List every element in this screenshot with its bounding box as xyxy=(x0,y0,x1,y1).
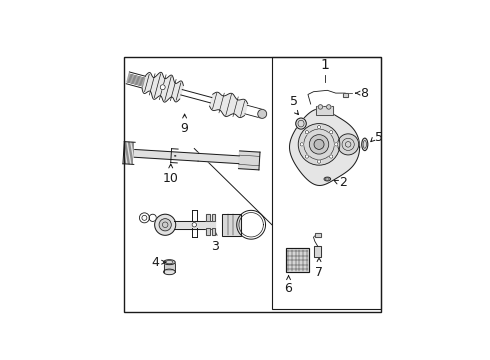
Circle shape xyxy=(338,134,359,155)
Circle shape xyxy=(305,155,309,158)
Bar xyxy=(272,57,381,309)
Ellipse shape xyxy=(258,109,267,118)
Ellipse shape xyxy=(362,138,368,150)
Bar xyxy=(212,214,216,221)
Circle shape xyxy=(298,123,340,165)
Bar xyxy=(316,105,333,115)
Circle shape xyxy=(318,105,322,109)
Bar xyxy=(343,93,347,97)
Circle shape xyxy=(318,126,320,129)
Text: 6: 6 xyxy=(285,283,293,296)
Ellipse shape xyxy=(296,118,306,129)
Circle shape xyxy=(159,219,171,231)
Circle shape xyxy=(330,155,333,158)
Polygon shape xyxy=(210,92,247,118)
Ellipse shape xyxy=(160,85,165,90)
Bar xyxy=(206,228,210,235)
Polygon shape xyxy=(198,153,239,164)
Bar xyxy=(316,233,321,237)
Text: 10: 10 xyxy=(163,172,179,185)
Bar xyxy=(316,105,333,115)
Circle shape xyxy=(300,143,303,146)
Polygon shape xyxy=(134,149,198,161)
Text: 8: 8 xyxy=(361,87,368,100)
Bar xyxy=(343,93,347,97)
Polygon shape xyxy=(239,151,260,170)
Circle shape xyxy=(309,135,329,154)
Bar xyxy=(212,214,216,221)
Circle shape xyxy=(330,131,333,134)
Bar xyxy=(314,246,321,257)
Bar xyxy=(286,248,309,272)
Polygon shape xyxy=(290,109,360,185)
Ellipse shape xyxy=(164,260,175,265)
Bar xyxy=(222,214,242,236)
Bar xyxy=(316,233,321,237)
Text: 5: 5 xyxy=(290,95,298,108)
Bar xyxy=(206,214,210,221)
Ellipse shape xyxy=(164,269,175,275)
Bar xyxy=(206,214,210,221)
Circle shape xyxy=(318,160,320,163)
Circle shape xyxy=(155,214,176,235)
Text: 2: 2 xyxy=(339,176,347,189)
Circle shape xyxy=(335,143,338,146)
Bar xyxy=(212,228,216,235)
Bar xyxy=(212,228,216,235)
Text: 5: 5 xyxy=(375,131,383,144)
Bar xyxy=(222,214,242,236)
Text: 4: 4 xyxy=(152,256,160,269)
Ellipse shape xyxy=(324,177,331,181)
Circle shape xyxy=(314,139,324,149)
Circle shape xyxy=(192,222,196,227)
Text: 9: 9 xyxy=(181,122,189,135)
Bar xyxy=(286,248,309,272)
Polygon shape xyxy=(142,72,183,102)
Circle shape xyxy=(326,105,331,109)
Text: 3: 3 xyxy=(211,240,219,253)
Circle shape xyxy=(305,131,309,134)
Text: 1: 1 xyxy=(320,58,329,72)
Bar xyxy=(206,228,210,235)
Text: 7: 7 xyxy=(315,266,323,279)
Bar xyxy=(314,246,321,257)
